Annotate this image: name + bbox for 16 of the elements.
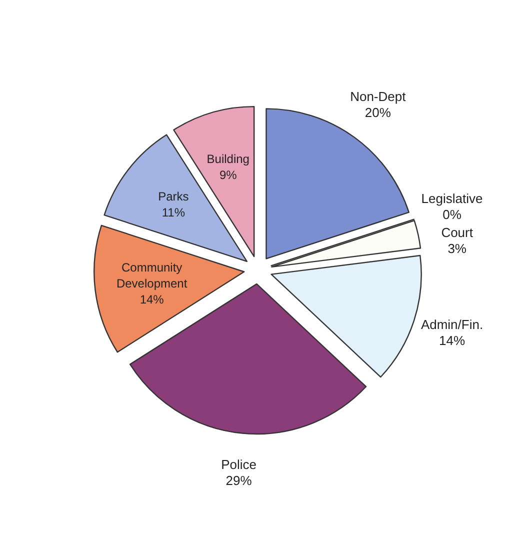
slice-label: Court <box>441 224 474 240</box>
text: 0% <box>442 206 462 222</box>
data-label: 3% <box>448 240 467 256</box>
slice-label: Police <box>221 457 257 472</box>
data-label: 9% <box>219 168 238 182</box>
slice-label: Parks <box>158 189 189 204</box>
data-label: 20% <box>364 104 392 120</box>
data-label: 14% <box>439 333 466 348</box>
slice-label: Admin/Fin. <box>420 317 484 332</box>
slice-label: Community Development <box>116 260 188 290</box>
slice-label: Non-Dept <box>350 88 406 104</box>
data-label: 29% <box>226 473 252 488</box>
data-label: 11% <box>162 205 186 220</box>
slice-label: Building <box>206 152 250 166</box>
category-label: Legislative <box>421 190 483 206</box>
data-label: 14% <box>140 292 164 306</box>
